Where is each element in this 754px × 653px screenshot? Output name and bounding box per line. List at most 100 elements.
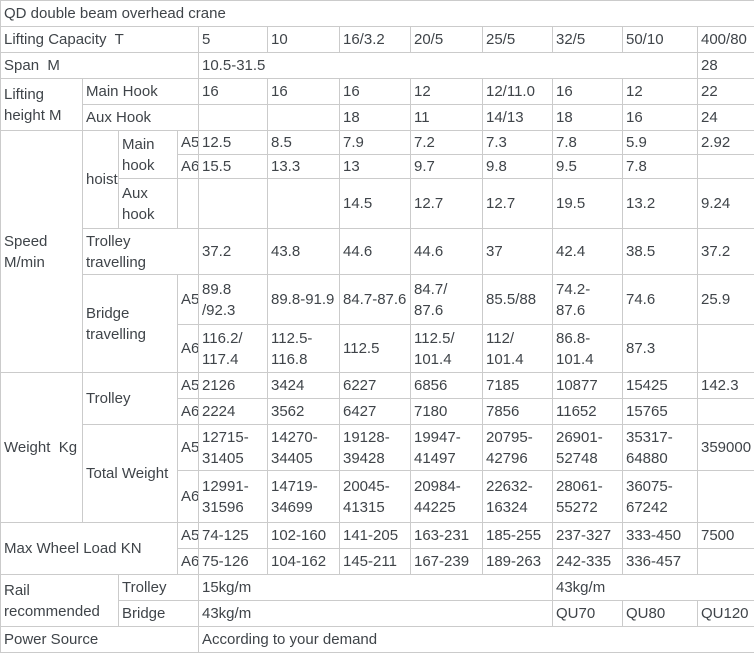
- rail-trolley-left-value: 15kg/m: [199, 575, 553, 601]
- max-wheel-a5-value: 237-327: [553, 523, 623, 549]
- max-wheel-a6-value: 336-457: [623, 549, 698, 575]
- weight-trolley-a5-value: 3424: [268, 373, 340, 399]
- trolley-travelling-value: 37: [483, 229, 553, 275]
- bridge-a6-value: 86.8- 101.4: [553, 325, 623, 373]
- speed-main-a5-value: 5.9: [623, 131, 698, 155]
- total-weight-col8: 359000: [698, 425, 754, 471]
- rail-trolley-label: Trolley: [119, 575, 199, 601]
- rail-bridge-label: Bridge: [119, 601, 199, 627]
- trolley-travelling-value: 44.6: [340, 229, 411, 275]
- total-weight-a6-value: 20045- 41315: [340, 471, 411, 523]
- main-hook-value: 16: [268, 79, 340, 105]
- power-source-label: Power Source: [1, 627, 199, 653]
- grade-a6-label: A6: [178, 155, 199, 179]
- grade-a5-label: A5: [178, 373, 199, 399]
- grade-cell-empty: [178, 179, 199, 229]
- weight-trolley-a5-value: 6227: [340, 373, 411, 399]
- weight-trolley-a6-value: 15765: [623, 399, 698, 425]
- max-wheel-a6-value: 145-211: [340, 549, 411, 575]
- total-weight-a6-value: 22632- 16324: [483, 471, 553, 523]
- aux-hook-value: [268, 105, 340, 131]
- main-hook-value: 16: [553, 79, 623, 105]
- rail-bridge-left-value: 43kg/m: [199, 601, 553, 627]
- total-weight-a5-value: 14270- 34405: [268, 425, 340, 471]
- max-wheel-a5-value: 185-255: [483, 523, 553, 549]
- total-weight-label: Total Weight: [83, 425, 178, 523]
- max-wheel-a5-value: 141-205: [340, 523, 411, 549]
- grade-a5-label: A5: [178, 275, 199, 325]
- speed-main-hook-label: Main hook: [119, 131, 178, 179]
- bridge-a5-value: 89.8 /92.3: [199, 275, 268, 325]
- bridge-a6-value: 112.5: [340, 325, 411, 373]
- grade-a5-label: A5: [178, 523, 199, 549]
- capacity-value: 5: [199, 27, 268, 53]
- table-title: QD double beam overhead crane: [1, 1, 754, 27]
- main-hook-value: 16: [340, 79, 411, 105]
- aux-hook-label: Aux Hook: [83, 105, 199, 131]
- speed-main-a6-value: 15.5: [199, 155, 268, 179]
- max-wheel-load-label: Max Wheel Load KN: [1, 523, 178, 575]
- grade-a6-label: A6: [178, 549, 199, 575]
- rail-recommended-label: Rail recommended: [1, 575, 119, 627]
- speed-aux-value: 14.5: [340, 179, 411, 229]
- trolley-travelling-value: 38.5: [623, 229, 698, 275]
- span-col8: 28: [698, 53, 754, 79]
- total-weight-col8-empty: [698, 471, 754, 523]
- speed-aux-value: 13.2: [623, 179, 698, 229]
- speed-main-a6-value: [698, 155, 754, 179]
- weight-trolley-a5-value: 6856: [411, 373, 483, 399]
- total-weight-a5-value: 35317- 64880: [623, 425, 698, 471]
- bridge-a5-value: 84.7-87.6: [340, 275, 411, 325]
- speed-aux-value: 9.24: [698, 179, 754, 229]
- bridge-a6-value: 87.3: [623, 325, 698, 373]
- max-wheel-a6-value: 75-126: [199, 549, 268, 575]
- main-hook-value: 12: [411, 79, 483, 105]
- weight-trolley-label: Trolley: [83, 373, 178, 425]
- max-wheel-a6-value: [698, 549, 754, 575]
- total-weight-a5-value: 26901- 52748: [553, 425, 623, 471]
- speed-main-a5-value: 7.3: [483, 131, 553, 155]
- rail-bridge-qu120: QU120: [698, 601, 754, 627]
- total-weight-a6-value: 36075- 67242: [623, 471, 698, 523]
- main-hook-label: Main Hook: [83, 79, 199, 105]
- bridge-a6-value: 112.5/ 101.4: [411, 325, 483, 373]
- rail-bridge-qu80: QU80: [623, 601, 698, 627]
- speed-aux-value: [199, 179, 268, 229]
- max-wheel-a5-value: 333-450: [623, 523, 698, 549]
- grade-a5-label: A5: [178, 131, 199, 155]
- aux-hook-value: 16: [623, 105, 698, 131]
- aux-hook-value: 18: [553, 105, 623, 131]
- trolley-travelling-value: 43.8: [268, 229, 340, 275]
- max-wheel-a5-value: 74-125: [199, 523, 268, 549]
- trolley-travelling-value: 37.2: [698, 229, 754, 275]
- aux-hook-value: 24: [698, 105, 754, 131]
- max-wheel-a6-value: 189-263: [483, 549, 553, 575]
- capacity-value: 25/5: [483, 27, 553, 53]
- speed-main-a5-value: 2.92: [698, 131, 754, 155]
- trolley-travelling-value: 44.6: [411, 229, 483, 275]
- span-range: 10.5-31.5: [199, 53, 698, 79]
- rail-trolley-right-value: 43kg/m: [553, 575, 754, 601]
- capacity-value: 20/5: [411, 27, 483, 53]
- weight-trolley-a6-value: 11652: [553, 399, 623, 425]
- main-hook-value: 12: [623, 79, 698, 105]
- speed-main-a5-value: 12.5: [199, 131, 268, 155]
- aux-hook-value: 14/13: [483, 105, 553, 131]
- capacity-value: 10: [268, 27, 340, 53]
- grade-a6-label: A6: [178, 325, 199, 373]
- weight-trolley-a6-value: 3562: [268, 399, 340, 425]
- bridge-travelling-label: Bridge travelling: [83, 275, 178, 373]
- max-wheel-a5-value: 163-231: [411, 523, 483, 549]
- bridge-a5-value: 84.7/ 87.6: [411, 275, 483, 325]
- speed-main-a5-value: 7.2: [411, 131, 483, 155]
- weight-trolley-a5-value: 2126: [199, 373, 268, 399]
- weight-trolley-a6-value: [698, 399, 754, 425]
- span-label: Span M: [1, 53, 199, 79]
- bridge-a6-value: 116.2/ 117.4: [199, 325, 268, 373]
- weight-trolley-a5-value: 142.3: [698, 373, 754, 399]
- total-weight-a5-value: 19128- 39428: [340, 425, 411, 471]
- speed-aux-value: [268, 179, 340, 229]
- max-wheel-a6-value: 104-162: [268, 549, 340, 575]
- total-weight-a6-value: 12991- 31596: [199, 471, 268, 523]
- weight-trolley-a6-value: 7856: [483, 399, 553, 425]
